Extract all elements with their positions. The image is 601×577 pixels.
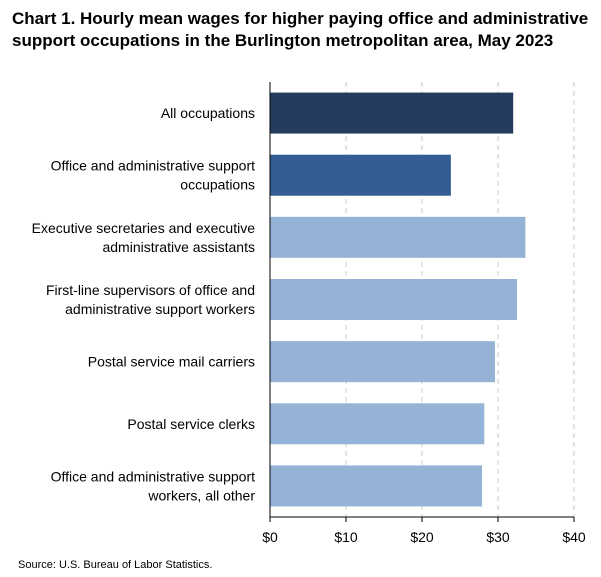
category-label: Office and administrative support workers… (51, 468, 256, 503)
category-label-line: Postal service mail carriers (88, 354, 255, 370)
category-label-line: First-line supervisors of office and (46, 282, 255, 298)
bar (270, 341, 495, 383)
category-label: Executive secretaries and executive admin… (32, 220, 256, 255)
category-label-line: workers, all other (147, 487, 255, 503)
category-label-line: Office and administrative support (51, 158, 256, 174)
category-label-line: All occupations (161, 105, 255, 121)
x-tick-label: $0 (262, 529, 278, 545)
x-tick-label: $20 (410, 529, 434, 545)
x-axis: $0 $10 $20 $30 $40 (262, 82, 586, 545)
x-tick-label: $40 (562, 529, 586, 545)
category-label-line: Executive secretaries and executive (32, 220, 256, 236)
source-note: Source: U.S. Bureau of Labor Statistics. (18, 559, 213, 571)
bar (270, 92, 514, 134)
bar (270, 154, 451, 196)
category-label: Postal service mail carriers (88, 354, 255, 370)
bars (270, 92, 526, 507)
chart-title: Chart 1. Hourly mean wages for higher pa… (12, 9, 589, 50)
category-label-line: Postal service clerks (127, 416, 255, 432)
category-label-line: Office and administrative support (51, 468, 256, 484)
category-label-line: administrative support workers (65, 301, 255, 317)
bar (270, 403, 485, 445)
bar (270, 465, 483, 507)
category-labels: All occupations Office and administrative… (32, 105, 256, 503)
category-label-line: occupations (180, 177, 255, 193)
category-label: Office and administrative support occupat… (51, 158, 256, 193)
x-tick-label: $10 (334, 529, 358, 545)
category-label-line: administrative assistants (102, 239, 255, 255)
bar (270, 279, 517, 320)
category-label: Postal service clerks (127, 416, 255, 432)
bar (270, 216, 526, 258)
category-label: First-line supervisors of office and admi… (46, 282, 255, 317)
category-label: All occupations (161, 105, 255, 121)
x-tick-label: $30 (486, 529, 510, 545)
